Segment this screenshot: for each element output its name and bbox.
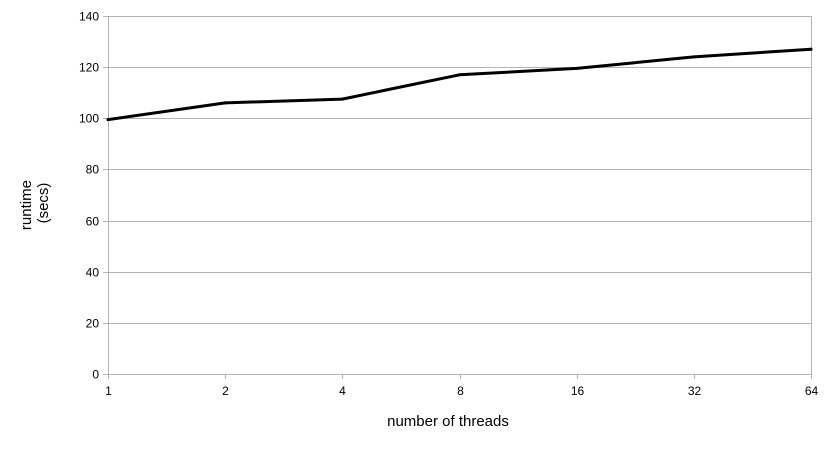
y-tick-label: 0 [92, 368, 99, 382]
x-tick-label: 16 [571, 384, 585, 398]
data-point [575, 66, 579, 70]
data-point [223, 101, 227, 105]
x-tick-label: 64 [805, 384, 819, 398]
series [106, 47, 813, 122]
x-tick-label: 8 [457, 384, 464, 398]
tick-labels: 0 20 40 60 80 100 120 140 1 2 4 8 16 32 64 [79, 10, 819, 399]
y-axis-title-line-2: (secs) [35, 183, 52, 224]
x-tick-label: 1 [105, 384, 112, 398]
y-tick-label: 20 [86, 317, 100, 331]
y-tick-label: 100 [79, 112, 99, 126]
y-tick-label: 40 [86, 266, 100, 280]
series-line [106, 47, 813, 122]
data-point [458, 73, 461, 77]
y-tick-label: 60 [86, 215, 100, 229]
x-tick-label: 2 [222, 384, 229, 398]
x-axis-title: number of threads [387, 413, 509, 430]
data-point [340, 97, 344, 101]
data-point [692, 55, 696, 59]
x-tick-label: 4 [339, 384, 346, 398]
gridlines [108, 16, 811, 375]
x-tick-label: 32 [688, 384, 702, 398]
y-tick-label: 120 [79, 61, 99, 75]
y-tick-label: 140 [79, 10, 99, 24]
y-axis-title: runtime (secs) [18, 176, 52, 230]
data-point [809, 47, 813, 51]
y-axis-title-line-1: runtime [18, 180, 35, 230]
data-point [106, 118, 110, 122]
y-tick-label: 80 [86, 163, 100, 177]
axes [103, 16, 812, 379]
